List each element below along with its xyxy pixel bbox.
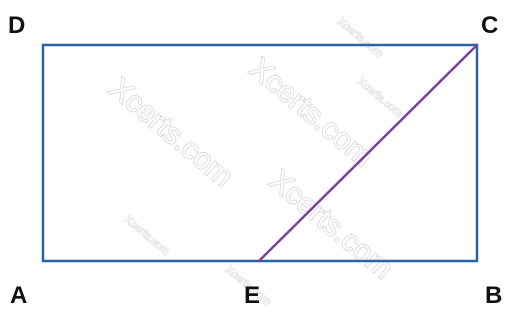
watermark-large-left: Xcerts.com — [103, 72, 239, 194]
vertex-label-c: C — [481, 12, 498, 39]
vertex-label-a: A — [10, 282, 27, 309]
segment-ec — [257, 43, 479, 263]
watermark-small-top: Xcerts.com — [335, 15, 385, 60]
watermark-small-right: Xcerts.com — [355, 75, 405, 120]
watermark-large-lower: Xcerts.com — [263, 164, 399, 286]
vertex-label-e: E — [244, 282, 260, 309]
watermark-large-center: Xcerts.com — [243, 52, 379, 174]
vertex-label-d: D — [8, 12, 25, 39]
watermark-small-lower-left: Xcerts.com — [122, 213, 172, 258]
vertex-label-b: B — [485, 282, 502, 309]
